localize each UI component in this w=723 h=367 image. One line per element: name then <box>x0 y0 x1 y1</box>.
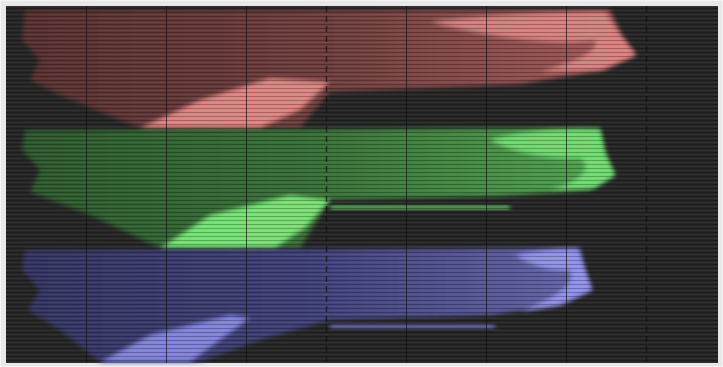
graticule <box>86 6 648 363</box>
scanline-texture <box>6 6 718 363</box>
